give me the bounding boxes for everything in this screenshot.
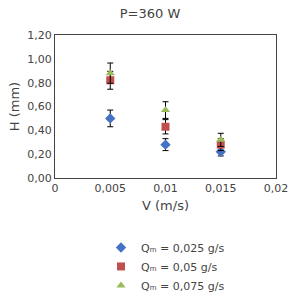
svg-text:0,015: 0,015 — [205, 182, 237, 195]
svg-text:Qₘ = 0,05 g/s: Qₘ = 0,05 g/s — [141, 261, 217, 274]
svg-text:0,40: 0,40 — [27, 124, 52, 137]
svg-text:Qₘ = 0,025 g/s: Qₘ = 0,025 g/s — [141, 242, 224, 255]
svg-text:1,00: 1,00 — [27, 53, 52, 66]
svg-text:V (m/s): V (m/s) — [142, 198, 189, 213]
svg-text:0,00: 0,00 — [27, 172, 52, 185]
svg-text:0,20: 0,20 — [27, 148, 52, 161]
svg-text:1,20: 1,20 — [27, 29, 52, 42]
svg-text:H (mm): H (mm) — [7, 82, 22, 131]
svg-text:0,80: 0,80 — [27, 77, 52, 90]
svg-text:P=360 W: P=360 W — [120, 6, 181, 21]
svg-text:0,005: 0,005 — [95, 182, 127, 195]
svg-text:0: 0 — [52, 182, 59, 195]
svg-text:0,60: 0,60 — [27, 100, 52, 113]
svg-text:0,01: 0,01 — [153, 182, 178, 195]
svg-text:Qₘ = 0,075 g/s: Qₘ = 0,075 g/s — [141, 280, 224, 293]
svg-text:0,02: 0,02 — [264, 182, 289, 195]
